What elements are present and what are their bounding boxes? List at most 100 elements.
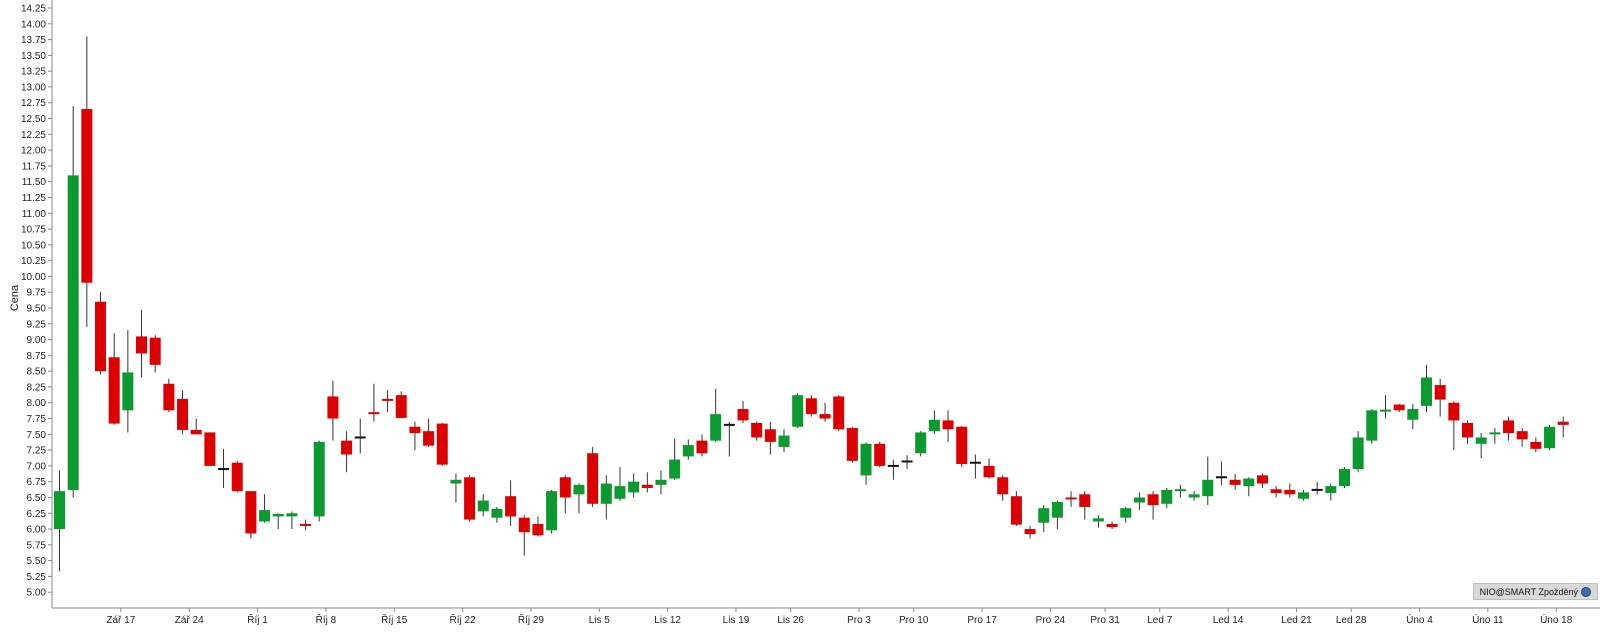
candle-body bbox=[600, 483, 612, 504]
candle bbox=[1379, 395, 1391, 419]
candle bbox=[1092, 515, 1104, 528]
candle bbox=[231, 460, 243, 493]
y-tick-label: 5.50 bbox=[27, 556, 47, 567]
candle-body bbox=[1503, 420, 1515, 434]
y-tick-label: 10.00 bbox=[21, 272, 46, 283]
candle bbox=[969, 454, 981, 479]
candle bbox=[792, 393, 804, 428]
candle-body bbox=[1325, 486, 1337, 494]
y-tick-label: 13.00 bbox=[21, 82, 46, 93]
y-tick-label: 7.25 bbox=[27, 446, 47, 457]
candle-body bbox=[1065, 497, 1077, 500]
candle-body bbox=[532, 524, 544, 536]
candle-body bbox=[1462, 422, 1474, 438]
candle bbox=[1297, 489, 1309, 501]
candle bbox=[614, 467, 626, 501]
candle-body bbox=[1421, 377, 1432, 406]
candle-body bbox=[1393, 404, 1405, 411]
candle-body bbox=[819, 414, 831, 419]
candle-body bbox=[163, 383, 175, 411]
y-tick-label: 9.25 bbox=[27, 319, 47, 330]
x-tick-label: Říj 29 bbox=[518, 613, 545, 626]
candle-body bbox=[1051, 501, 1063, 518]
candle-body bbox=[67, 175, 79, 490]
candle bbox=[1038, 505, 1050, 533]
y-tick-label: 12.75 bbox=[21, 98, 46, 109]
candle bbox=[245, 491, 257, 539]
y-tick-label: 7.50 bbox=[27, 430, 47, 441]
x-tick-label: Říj 8 bbox=[316, 613, 337, 626]
candle-body bbox=[1106, 524, 1118, 528]
candle bbox=[1079, 491, 1091, 520]
y-tick-label: 6.50 bbox=[27, 493, 47, 504]
candle bbox=[1188, 491, 1200, 501]
candle bbox=[54, 470, 65, 572]
y-tick-label: 7.75 bbox=[27, 414, 47, 425]
candle-body bbox=[874, 443, 886, 466]
x-tick-label: Pro 24 bbox=[1036, 615, 1066, 626]
y-tick-label: 9.75 bbox=[27, 288, 47, 299]
candle bbox=[1393, 404, 1405, 413]
candle-body bbox=[450, 479, 462, 484]
chart-frame bbox=[51, 0, 1600, 609]
candle-body bbox=[177, 398, 189, 430]
x-tick-label: Pro 3 bbox=[847, 615, 871, 626]
candle-body bbox=[1557, 421, 1569, 425]
candle bbox=[190, 418, 202, 435]
candle-body bbox=[272, 513, 284, 517]
candle bbox=[997, 475, 1009, 501]
candle bbox=[846, 426, 858, 463]
candle-body bbox=[1311, 488, 1323, 491]
candle bbox=[1133, 492, 1145, 511]
candle bbox=[1106, 521, 1118, 530]
candle-body bbox=[327, 396, 339, 419]
candle-body bbox=[956, 426, 968, 464]
candle-body bbox=[1379, 409, 1391, 412]
candle-body bbox=[778, 435, 790, 447]
candle bbox=[204, 432, 216, 466]
candle bbox=[259, 494, 271, 523]
candle-body bbox=[1202, 479, 1214, 497]
y-tick-label: 8.75 bbox=[27, 351, 47, 362]
candle bbox=[723, 421, 735, 457]
candle bbox=[67, 105, 79, 498]
x-tick-label: Zář 17 bbox=[106, 615, 135, 626]
candle bbox=[1147, 491, 1159, 520]
candle-body bbox=[1407, 409, 1419, 420]
candle bbox=[81, 36, 93, 327]
candle-body bbox=[1079, 494, 1091, 507]
candle bbox=[1338, 467, 1350, 488]
candle-body bbox=[1038, 508, 1050, 523]
candle-body bbox=[983, 465, 995, 478]
y-axis: 14.25 14.00 13.75 13.50 13.25 13.00 12.75 12.50… bbox=[21, 4, 52, 599]
candle-body bbox=[682, 445, 694, 457]
candle bbox=[341, 431, 353, 473]
candle-body bbox=[218, 468, 230, 471]
y-axis-title: Cena bbox=[9, 284, 21, 311]
candle-body bbox=[1188, 494, 1200, 498]
candle bbox=[1051, 500, 1063, 530]
x-tick-label: Led 7 bbox=[1147, 615, 1172, 626]
x-tick-label: Pro 10 bbox=[899, 615, 929, 626]
candle bbox=[887, 459, 899, 480]
ticker-badge: NIO@SMART Zpožděný bbox=[1472, 583, 1598, 600]
candle bbox=[1243, 477, 1255, 497]
candle-body bbox=[477, 500, 489, 512]
candle bbox=[1489, 428, 1501, 444]
candle-body bbox=[751, 422, 763, 438]
candle bbox=[1462, 420, 1474, 444]
candle bbox=[682, 439, 694, 460]
candle-body bbox=[1338, 469, 1350, 487]
candle-body bbox=[860, 443, 872, 476]
candle bbox=[1161, 488, 1173, 509]
candle-body bbox=[136, 336, 148, 354]
x-tick-label: Úno 11 bbox=[1472, 613, 1504, 626]
candle bbox=[1311, 481, 1323, 495]
y-tick-label: 13.25 bbox=[21, 67, 46, 78]
y-tick-label: 6.00 bbox=[27, 525, 47, 536]
candle-body bbox=[928, 419, 940, 432]
candle bbox=[1434, 378, 1446, 417]
candle bbox=[600, 475, 612, 520]
candle-body bbox=[1284, 489, 1296, 495]
